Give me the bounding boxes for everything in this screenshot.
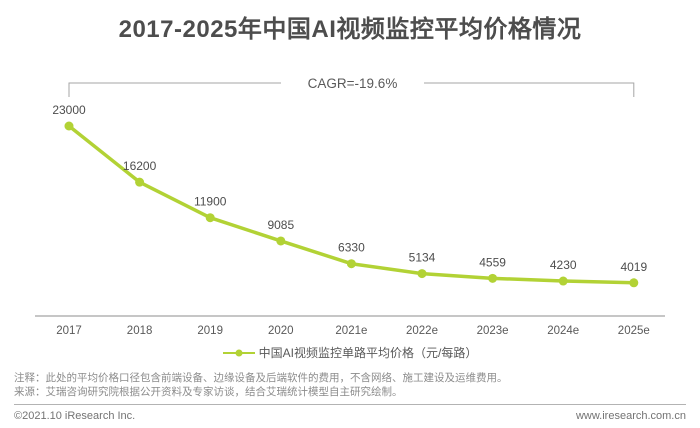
value-label-2023e: 4559 [479,255,506,269]
x-tick-label-2024e: 2024e [547,325,579,337]
x-tick-label-2019: 2019 [197,325,223,337]
data-point-2020 [276,236,286,246]
x-tick-label-2023e: 2023e [477,325,509,337]
data-point-2024e [558,276,568,286]
data-point-2022e [417,269,427,279]
note-source: 来源：艾瑞咨询研究院根据公开资料及专家访谈，结合艾瑞统计模型自主研究绘制。 [14,386,403,398]
value-label-2019: 11900 [194,195,227,209]
data-point-2023e [488,273,498,283]
cagr-annotation: CAGR=-19.6% [308,76,398,91]
note-definition: 注释：此处的平均价格口径包含前端设备、边缘设备及后端软件的费用，不含网络、施工建… [14,372,508,384]
chart-title: 2017-2025年中国AI视频监控平均价格情况 [118,16,582,43]
value-label-2024e: 4230 [550,258,577,272]
x-tick-label-2017: 2017 [56,325,82,337]
data-point-2018 [135,177,145,187]
value-label-2017: 23000 [52,103,86,117]
chart-legend: 中国AI视频监控单路平均价格（元/每路） [0,344,700,361]
value-label-2025e: 4019 [620,260,647,274]
chart-plot-area: CAGR=-19.6% 23000 2017 16200 2018 11900 2019 90… [0,58,700,343]
price-line-chart: CAGR=-19.6% 23000 2017 16200 2018 11900 2019 90… [35,76,665,337]
iresearch-site-link[interactable]: www.iresearch.com.cn [575,410,686,422]
x-tick-label-2020: 2020 [268,325,294,337]
cagr-bracket-left [68,82,281,97]
chart-notes: 注释：此处的平均价格口径包含前端设备、边缘设备及后端软件的费用，不含网络、施工建… [14,371,686,399]
data-point-2021e [346,259,356,269]
value-label-2021e: 6330 [338,241,365,255]
cagr-bracket-right [424,82,635,97]
legend-series-label: 中国AI视频监控单路平均价格（元/每路） [258,346,478,360]
copyright-text: ©2021.10 iResearch Inc. [14,410,136,422]
x-tick-label-2025e: 2025e [618,325,650,337]
value-label-2020: 9085 [267,218,294,232]
x-tick-label-2018: 2018 [127,325,153,337]
legend-line-marker-icon [222,349,255,356]
x-tick-label-2021e: 2021e [335,325,367,337]
x-tick-label-2022e: 2022e [406,325,438,337]
data-point-2017 [64,121,74,131]
value-label-2018: 16200 [123,159,157,173]
value-label-2022e: 5134 [409,251,436,265]
page-footer: ©2021.10 iResearch Inc. www.iresearch.co… [14,404,686,422]
data-point-2019 [205,213,215,223]
data-point-2025e [629,278,639,288]
